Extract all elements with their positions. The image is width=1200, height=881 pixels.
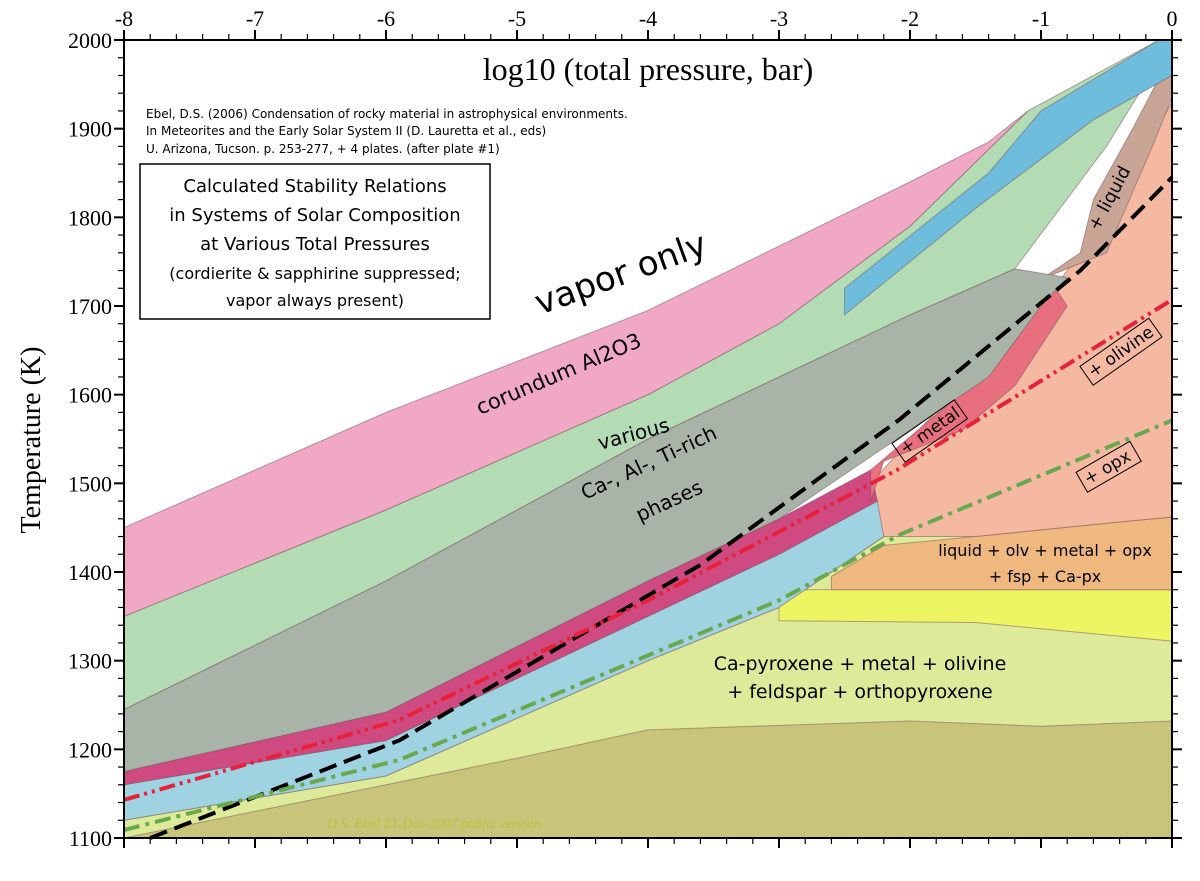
watermark: D.S. Ebel 21-Dec-2007 public version (326, 817, 541, 832)
y-tick-label: 1900 (68, 117, 112, 142)
title-line: Calculated Stability Relations (183, 176, 446, 197)
y-tick-label: 1200 (68, 737, 112, 762)
y-tick-label: 1100 (69, 826, 112, 851)
x-axis-label: log10 (total pressure, bar) (483, 51, 814, 87)
label-liquid-assemblage: + fsp + Ca-px (989, 567, 1102, 586)
x-tick-label: -8 (115, 6, 133, 31)
citation-line: U. Arizona, Tucson. p. 253-277, + 4 plat… (146, 142, 500, 156)
title-line: (cordierite & sapphirine suppressed; (169, 264, 460, 283)
title-box (139, 163, 491, 320)
x-tick-labels: -8 -7 -6 -5 -4 -3 -2 -1 0 (115, 6, 1178, 31)
region-corundum (123, 110, 1029, 618)
x-tick-label: -6 (377, 6, 395, 31)
citation: Ebel, D.S. (2006) Condensation of rocky … (146, 107, 628, 156)
y-tick-labels: 1100 1200 1300 1400 1500 1600 1700 1800 1900 2000 (68, 28, 112, 851)
y-tick-label: 1600 (68, 383, 112, 408)
series-line-0 (149, 176, 1174, 840)
y-tick-label: 1500 (68, 471, 112, 496)
boundary-lines (123, 176, 1174, 840)
y-tick-label: 1700 (68, 294, 112, 319)
chart-title: Calculated Stability Relations in System… (169, 176, 460, 310)
region-metal-red (870, 285, 1068, 502)
x-tick-label: -4 (639, 6, 657, 31)
y-tick-label: 1400 (68, 560, 112, 585)
series-line-1 (123, 298, 1174, 802)
label-liquid-assemblage: liquid + olv + metal + opx (938, 541, 1152, 560)
x-tick-label: -3 (770, 6, 788, 31)
stability-regions (123, 39, 1173, 839)
title-line: vapor always present) (226, 291, 404, 310)
x-tick-label: -1 (1032, 6, 1050, 31)
y-tick-label: 1300 (68, 649, 112, 674)
label-main-assemblage: + feldspar + orthopyroxene (727, 681, 992, 703)
x-tick-label: -2 (901, 6, 919, 31)
x-tick-label: 0 (1167, 6, 1178, 31)
x-tick-label: -5 (508, 6, 526, 31)
series-line-2 (123, 418, 1173, 832)
y-axis-label: Temperature (K) (16, 347, 47, 534)
title-line: in Systems of Solar Composition (169, 205, 460, 226)
citation-line: In Meteorites and the Early Solar System… (146, 124, 546, 138)
title-line: at Various Total Pressures (200, 234, 430, 255)
label-main-assemblage: Ca-pyroxene + metal + olivine (714, 653, 1007, 675)
y-tick-label: 2000 (68, 28, 112, 53)
y-tick-label: 1800 (68, 205, 112, 230)
citation-line: Ebel, D.S. (2006) Condensation of rocky … (146, 107, 628, 121)
axis-ticks (114, 30, 1182, 848)
x-tick-label: -7 (246, 6, 264, 31)
